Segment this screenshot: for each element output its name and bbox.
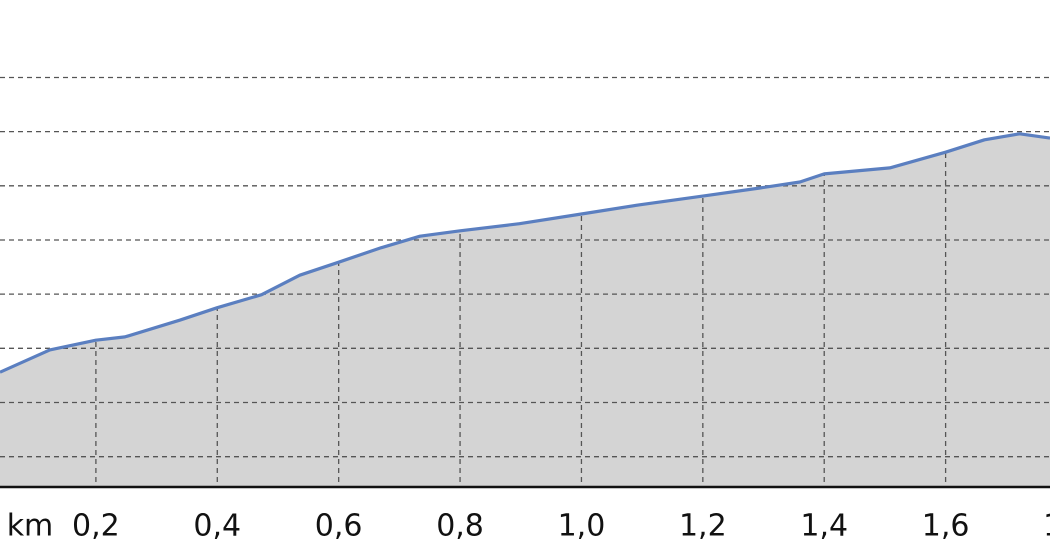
x-tick-label: 0,8 [436, 509, 484, 544]
area [0, 133, 1050, 488]
x-tick-label: 1,8 [1043, 509, 1050, 544]
x-tick-label: 1,4 [800, 509, 848, 544]
x-tick-label: 1,0 [558, 509, 606, 544]
line [0, 132, 1050, 374]
x-tick-labels: 0,2 0,4 0,6 0,8 1,0 1,2 1,4 1,6 1,8 [72, 509, 1050, 544]
x-tick-label: 0,6 [315, 509, 363, 544]
horizontal-grid [0, 76, 1050, 458]
lines [0, 132, 1050, 374]
x-tick-label: 0,4 [193, 509, 241, 544]
x-tick-label: 1,2 [679, 509, 727, 544]
plot [0, 133, 1050, 488]
x-tick-label: 0,2 [72, 509, 120, 544]
x-tick-label: 1,6 [922, 509, 970, 544]
x-unit: km [7, 509, 54, 544]
